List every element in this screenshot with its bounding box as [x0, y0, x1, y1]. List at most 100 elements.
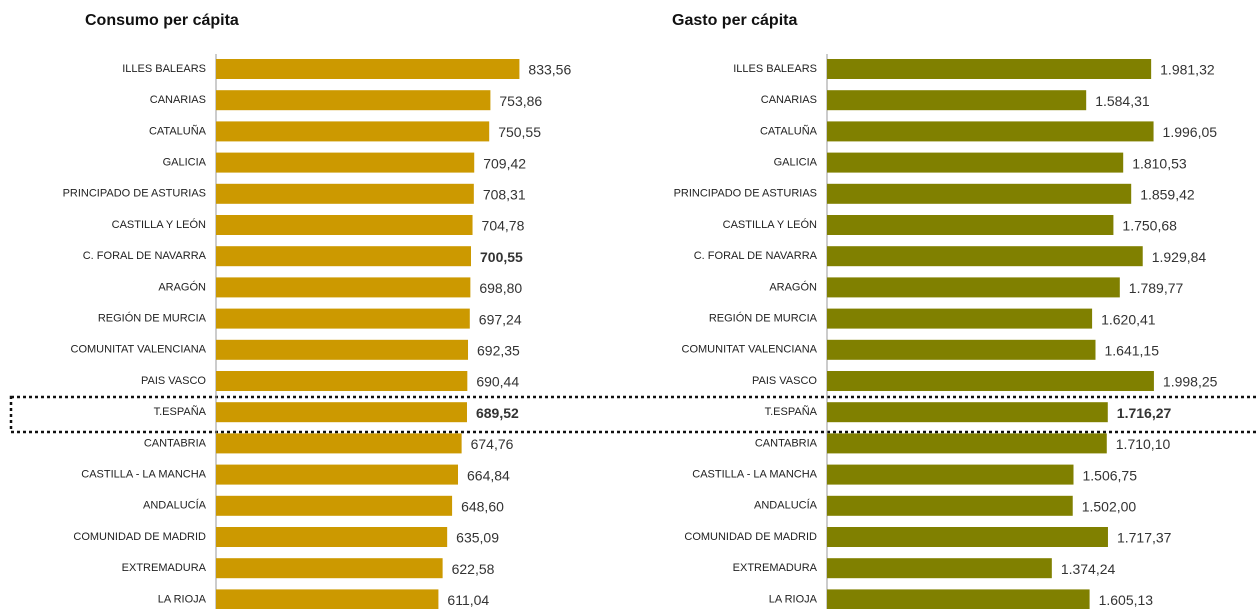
value-label: 622,58	[452, 561, 495, 577]
value-label: 1.996,05	[1163, 124, 1218, 140]
category-label: COMUNITAT VALENCIANA	[682, 344, 818, 356]
category-label: CATALUÑA	[760, 124, 818, 137]
bar	[216, 558, 443, 579]
bar	[827, 589, 1090, 609]
value-label: 611,04	[447, 592, 489, 608]
value-label: 1.810,53	[1132, 155, 1187, 171]
value-label: 689,52	[476, 405, 519, 421]
category-label: T.ESPAÑA	[154, 405, 207, 418]
value-label: 1.502,00	[1082, 499, 1137, 515]
bar	[216, 59, 520, 79]
value-label: 700,55	[480, 249, 523, 265]
bar	[827, 308, 1093, 329]
bar	[216, 308, 470, 329]
value-label: 753,86	[499, 93, 542, 109]
value-label: 1.750,68	[1122, 218, 1177, 234]
category-label: ANDALUCÍA	[143, 499, 207, 512]
category-label: ILLES BALEARS	[733, 63, 817, 75]
bar	[216, 246, 472, 267]
category-label: CANTABRIA	[755, 437, 818, 449]
category-label: REGIÓN DE MURCIA	[709, 312, 818, 325]
value-label: 697,24	[479, 311, 522, 327]
category-label: PRINCIPADO DE ASTURIAS	[674, 188, 817, 200]
category-label: EXTREMADURA	[733, 562, 818, 574]
value-label: 690,44	[476, 374, 519, 390]
category-label: CASTILLA - LA MANCHA	[692, 469, 817, 481]
category-label: LA RIOJA	[158, 593, 207, 605]
value-label: 635,09	[456, 530, 499, 546]
category-label: GALICIA	[163, 157, 207, 169]
value-label: 692,35	[477, 343, 520, 359]
category-label: CANARIAS	[761, 94, 817, 106]
bar	[827, 402, 1108, 423]
category-label: ARAGÓN	[769, 280, 817, 293]
value-label: 1.859,42	[1140, 187, 1195, 203]
category-label: CASTILLA Y LEÓN	[112, 218, 206, 231]
category-label: CASTILLA - LA MANCHA	[81, 469, 206, 481]
bar	[827, 558, 1052, 579]
category-label: LA RIOJA	[769, 593, 818, 605]
value-label: 704,78	[482, 218, 525, 234]
value-label: 698,80	[479, 280, 522, 296]
bar	[216, 339, 469, 360]
bar	[827, 215, 1114, 235]
value-label: 1.506,75	[1083, 467, 1138, 483]
bar	[827, 59, 1152, 79]
value-label: 709,42	[483, 155, 526, 171]
category-label: ILLES BALEARS	[122, 63, 206, 75]
category-label: CANARIAS	[150, 94, 206, 106]
bar	[827, 527, 1108, 547]
category-label: GALICIA	[774, 157, 818, 169]
bar	[827, 90, 1087, 111]
bar	[216, 589, 439, 609]
value-label: 674,76	[471, 436, 514, 452]
category-label: C. FORAL DE NAVARRA	[694, 250, 818, 262]
bar	[216, 121, 490, 142]
value-label: 1.641,15	[1104, 343, 1159, 359]
value-label: 1.998,25	[1163, 374, 1218, 390]
category-label: REGIÓN DE MURCIA	[98, 312, 207, 325]
bar	[827, 495, 1073, 516]
bar	[827, 152, 1124, 173]
value-label: 833,56	[528, 62, 571, 78]
bar	[827, 433, 1107, 454]
bar	[216, 90, 491, 111]
bar	[216, 152, 475, 173]
bar	[216, 495, 453, 516]
value-label: 1.789,77	[1129, 280, 1184, 296]
bar	[827, 464, 1074, 485]
bar	[827, 246, 1143, 267]
category-label: CASTILLA Y LEÓN	[723, 218, 817, 231]
category-label: T.ESPAÑA	[765, 405, 818, 418]
bar	[216, 402, 467, 423]
value-label: 1.981,32	[1160, 62, 1215, 78]
value-label: 1.710,10	[1116, 436, 1171, 452]
category-label: EXTREMADURA	[122, 562, 207, 574]
value-label: 664,84	[467, 467, 510, 483]
bar	[827, 183, 1132, 204]
category-label: COMUNIDAD DE MADRID	[73, 531, 206, 543]
value-label: 750,55	[498, 124, 541, 140]
bar	[216, 527, 448, 547]
bar	[216, 371, 468, 391]
highlight-box	[9, 395, 1259, 434]
value-label: 1.717,37	[1117, 530, 1172, 546]
value-label: 1.929,84	[1152, 249, 1207, 265]
category-label: COMUNIDAD DE MADRID	[684, 531, 817, 543]
category-label: C. FORAL DE NAVARRA	[83, 250, 207, 262]
bar	[216, 433, 462, 454]
category-label: PAIS VASCO	[752, 375, 817, 387]
value-label: 1.620,41	[1101, 311, 1156, 327]
value-label: 1.716,27	[1117, 405, 1172, 421]
value-label: 708,31	[483, 187, 526, 203]
bar	[827, 277, 1120, 298]
bar	[216, 277, 471, 298]
value-label: 1.605,13	[1099, 592, 1154, 608]
bar	[216, 464, 459, 485]
category-label: CATALUÑA	[149, 124, 207, 137]
chart-title: Gasto per cápita	[672, 12, 797, 29]
category-label: ANDALUCÍA	[754, 499, 818, 512]
chart-title: Consumo per cápita	[85, 12, 239, 29]
value-label: 648,60	[461, 499, 504, 515]
